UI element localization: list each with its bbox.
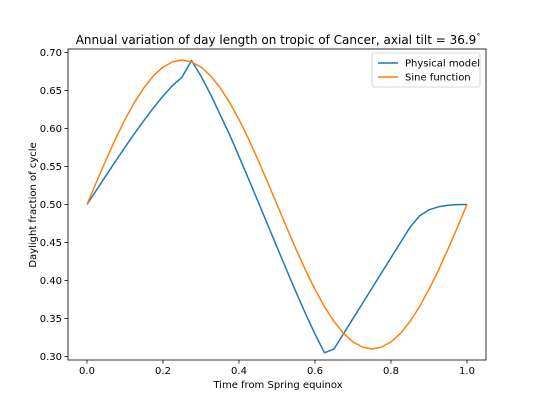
legend-label-1: Physical model	[405, 59, 480, 70]
y-tick-label: 0.45	[40, 238, 62, 249]
x-tick-label: 0.4	[231, 366, 247, 377]
y-tick-label: 0.30	[40, 352, 62, 363]
chart-title-main: Annual variation of day length on tropic…	[76, 33, 436, 47]
x-tick-label: 0.6	[307, 366, 323, 377]
x-tick-label: 0.8	[383, 366, 399, 377]
legend: Physical model Sine function	[371, 52, 481, 88]
x-tick-label: 1.0	[459, 366, 475, 377]
y-tick-label: 0.60	[40, 124, 62, 135]
y-tick-label: 0.40	[40, 276, 62, 287]
y-tick-label: 0.65	[40, 86, 62, 97]
y-tick-label: 0.35	[40, 314, 62, 325]
y-axis-label: Daylight fraction of cycle	[28, 142, 39, 267]
chart-title: Annual variation of day length on tropic…	[76, 32, 481, 47]
legend-label-2: Sine function	[405, 73, 471, 84]
x-axis-label: Time from Spring equinox	[212, 380, 342, 391]
series-line-2	[86, 59, 468, 350]
series-line-1	[86, 59, 468, 354]
chart-title-equation: = 36.9	[436, 33, 477, 47]
legend-box	[371, 52, 481, 88]
x-tick-label: 0.0	[79, 366, 95, 377]
x-tick-label: 0.2	[155, 366, 171, 377]
plot-area: 0.0 0.2 0.4 0.6 0.8 1.0 0.30 0.35 0.40 0.45 0.50 0.…	[40, 48, 487, 377]
chart-title-degree: °	[476, 32, 480, 41]
y-tick-label: 0.55	[40, 162, 62, 173]
y-tick-label: 0.70	[40, 48, 62, 59]
y-tick-label: 0.50	[40, 200, 62, 211]
